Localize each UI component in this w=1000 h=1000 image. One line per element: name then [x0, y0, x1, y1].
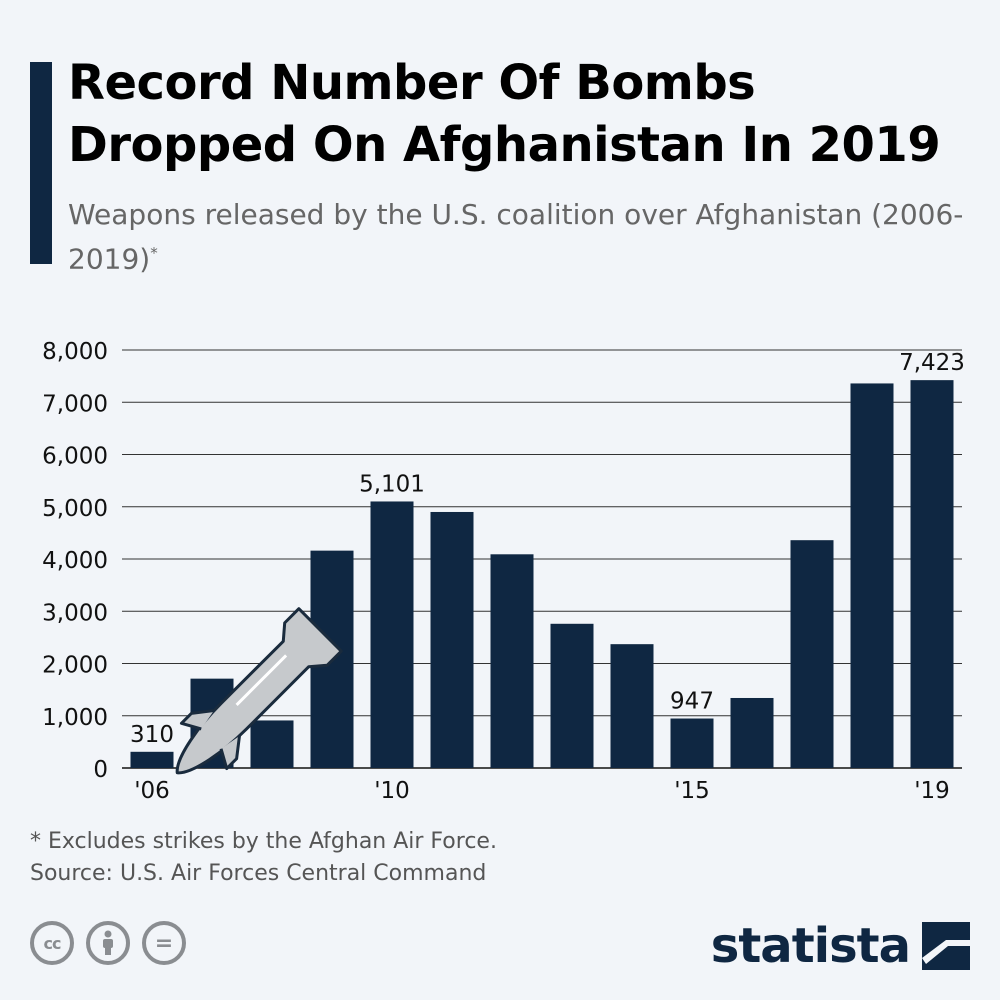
bar	[670, 718, 714, 768]
bar	[610, 644, 654, 768]
data-labels: 310 5,101 947 7,423	[130, 350, 965, 748]
license-icons: cc =	[30, 921, 186, 965]
data-label: 5,101	[359, 471, 425, 497]
bar	[910, 380, 954, 768]
nd-equals-icon[interactable]: =	[142, 921, 186, 965]
page-title: Record Number Of Bombs Dropped On Afghan…	[68, 55, 941, 173]
x-tick-label: '19	[914, 778, 950, 804]
bar-chart: 0 1,000 2,000 3,000 4,000 5,000 6,000 7,000 8,00…	[42, 339, 965, 804]
source-text: Source: U.S. Air Forces Central Command	[30, 861, 487, 886]
bomb-icon	[175, 607, 343, 775]
x-tick-label: '15	[674, 778, 710, 804]
y-tick-label: 7,000	[42, 391, 108, 417]
bar	[790, 540, 834, 768]
bar	[130, 751, 174, 768]
cc-icon[interactable]: cc	[30, 921, 74, 965]
y-tick-label: 3,000	[42, 600, 108, 626]
footnote-text: * Excludes strikes by the Afghan Air For…	[30, 829, 497, 854]
bar	[730, 697, 774, 768]
y-tick-label: 0	[93, 757, 108, 783]
statista-logo[interactable]: statista	[711, 918, 970, 974]
bar	[850, 383, 894, 768]
y-tick-label: 4,000	[42, 548, 108, 574]
data-label: 310	[130, 722, 174, 748]
logo-text: statista	[710, 918, 911, 974]
bar	[550, 623, 594, 768]
y-tick-label: 5,000	[42, 496, 108, 522]
subtitle-footnote-mark: *	[150, 244, 158, 262]
title-accent-bar	[30, 62, 52, 264]
x-tick-label: '06	[134, 778, 170, 804]
y-tick-label: 1,000	[42, 705, 108, 731]
y-axis-labels: 0 1,000 2,000 3,000 4,000 5,000 6,000 7,000 8,00…	[42, 339, 108, 783]
bar	[250, 720, 294, 768]
bar	[430, 511, 474, 768]
subtitle: Weapons released by the U.S. coalition o…	[68, 196, 968, 278]
x-tick-label: '10	[374, 778, 410, 804]
by-person-icon[interactable]	[86, 921, 130, 965]
subtitle-text: Weapons released by the U.S. coalition o…	[68, 198, 964, 276]
footnote: * Excludes strikes by the Afghan Air For…	[30, 826, 497, 890]
bar	[370, 501, 414, 768]
statista-logo-icon	[922, 922, 970, 970]
x-axis-labels: '06 '10 '15 '19	[134, 778, 950, 804]
y-tick-label: 8,000	[42, 339, 108, 365]
y-tick-label: 2,000	[42, 653, 108, 679]
bar	[490, 554, 534, 768]
y-tick-label: 6,000	[42, 444, 108, 470]
data-label: 947	[670, 689, 714, 715]
data-label: 7,423	[899, 350, 965, 376]
